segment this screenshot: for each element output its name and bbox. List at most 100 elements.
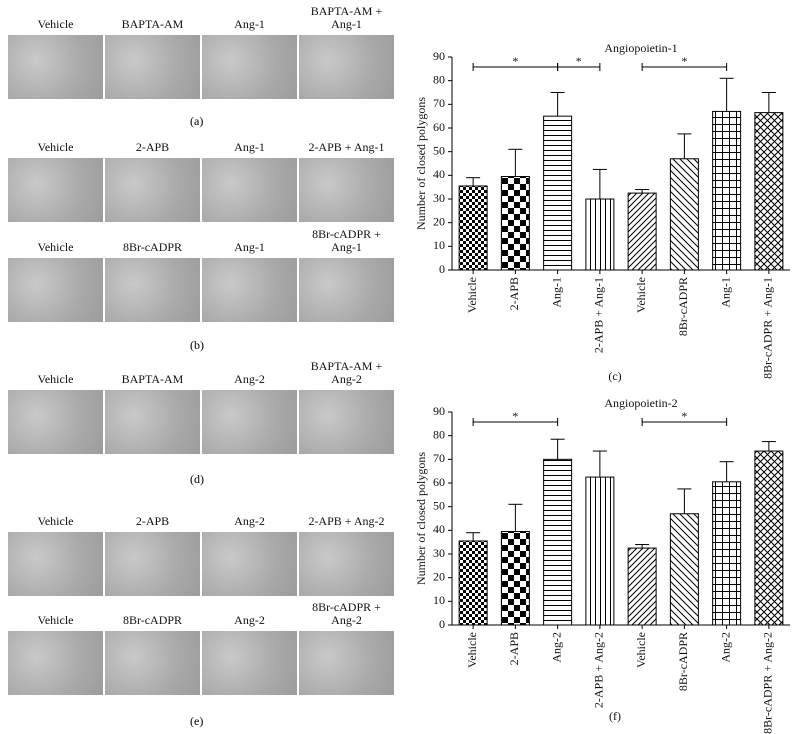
- condition-label: Vehicle: [37, 240, 74, 254]
- y-tick-label: 20: [433, 214, 445, 228]
- x-tick-label: 2-APB: [507, 632, 521, 665]
- y-tick-label: 0: [439, 617, 445, 631]
- condition-label: Vehicle: [37, 140, 74, 154]
- x-tick-label: 8Br-cADPR + Ang-1: [761, 277, 775, 379]
- micrograph: [8, 258, 103, 322]
- micrograph: [299, 258, 394, 322]
- micrograph: [8, 390, 103, 454]
- bar: [543, 115, 573, 271]
- bar: [585, 476, 615, 626]
- condition-label: BAPTA-AM + Ang-1: [310, 4, 383, 31]
- micrograph: [8, 631, 103, 695]
- x-tick-label: Vehicle: [634, 632, 648, 668]
- condition-label: BAPTA-AM: [121, 17, 184, 31]
- x-tick-label: 2-APB + Ang-1: [592, 277, 606, 353]
- y-tick-label: 30: [433, 191, 445, 205]
- micrograph: [202, 390, 297, 454]
- condition-label: Ang-1: [234, 240, 265, 254]
- y-axis-label: Number of closed polygons: [414, 97, 428, 230]
- y-tick-label: 80: [433, 72, 445, 86]
- x-tick-label: 8Br-cADPR: [676, 277, 690, 336]
- bar: [754, 112, 784, 271]
- condition-label: Vehicle: [37, 17, 74, 31]
- y-tick-label: 10: [433, 593, 445, 607]
- y-tick-label: 90: [433, 49, 445, 63]
- micrograph: [8, 158, 103, 222]
- panel-label: (f): [609, 709, 621, 723]
- condition-label: 8Br-cADPR: [122, 240, 183, 254]
- panel-label: (a): [190, 114, 204, 128]
- micrograph: [105, 158, 200, 222]
- significance-mark: *: [681, 54, 687, 68]
- y-tick-label: 90: [433, 404, 445, 418]
- x-tick-label: Ang-1: [549, 277, 563, 308]
- bar: [627, 192, 657, 271]
- x-tick-label: Ang-1: [718, 277, 732, 308]
- significance-mark: *: [576, 54, 582, 68]
- condition-label: Ang-1: [234, 17, 265, 31]
- bar: [458, 540, 488, 626]
- significance-mark: *: [512, 54, 518, 68]
- y-tick-label: 70: [433, 451, 445, 465]
- micrograph: [202, 158, 297, 222]
- bar: [585, 198, 615, 271]
- panel-label: (d): [190, 472, 204, 486]
- condition-label: Ang-2: [234, 613, 265, 627]
- micrograph: [105, 631, 200, 695]
- micrograph: [8, 35, 103, 99]
- micrograph: [8, 532, 103, 596]
- micrograph: [299, 390, 394, 454]
- condition-label: 2-APB: [135, 140, 170, 154]
- bar: [669, 158, 699, 271]
- condition-label: 2-APB + Ang-1: [308, 140, 385, 154]
- bar: [543, 458, 573, 626]
- micrograph: [299, 158, 394, 222]
- bar: [500, 531, 530, 626]
- y-axis-label: Number of closed polygons: [414, 452, 428, 585]
- condition-label: 8Br-cADPR: [122, 613, 183, 627]
- x-tick-label: Vehicle: [465, 632, 479, 668]
- y-tick-label: 70: [433, 96, 445, 110]
- x-tick-label: Vehicle: [634, 277, 648, 313]
- significance-mark: *: [681, 409, 687, 423]
- condition-label: Ang-1: [234, 140, 265, 154]
- bar: [500, 176, 530, 271]
- y-tick-label: 80: [433, 427, 445, 441]
- micrograph: [299, 631, 394, 695]
- y-tick-label: 60: [433, 475, 445, 489]
- x-tick-label: 2-APB + Ang-2: [592, 632, 606, 708]
- x-tick-label: 2-APB: [507, 277, 521, 310]
- condition-label: 2-APB: [135, 514, 170, 528]
- panel-label: (b): [190, 338, 204, 352]
- micrograph: [299, 532, 394, 596]
- x-tick-label: Vehicle: [465, 277, 479, 313]
- significance-bracket: [557, 63, 601, 71]
- significance-bracket: [641, 63, 728, 71]
- chart: Angiopoietin-2 Number of closed polygons 0…: [414, 396, 790, 734]
- significance-bracket: [641, 418, 728, 426]
- y-tick-label: 50: [433, 498, 445, 512]
- bar: [754, 450, 784, 626]
- panel-label: (e): [190, 714, 204, 728]
- bar: [627, 547, 657, 626]
- y-tick-label: 50: [433, 143, 445, 157]
- condition-label: 8Br-cADPR + Ang-2: [312, 600, 381, 627]
- y-tick-label: 20: [433, 569, 445, 583]
- chart-title: Angiopoietin-1: [604, 41, 677, 55]
- condition-label: Vehicle: [37, 514, 74, 528]
- y-tick-label: 0: [439, 262, 445, 276]
- micrograph: [202, 631, 297, 695]
- condition-label: 2-APB + Ang-2: [308, 514, 385, 528]
- micrograph: [202, 35, 297, 99]
- micrograph: [105, 258, 200, 322]
- micrograph: [105, 532, 200, 596]
- condition-label: BAPTA-AM: [121, 372, 184, 386]
- micrograph: [202, 258, 297, 322]
- bar: [458, 185, 488, 271]
- significance-bracket: [472, 418, 559, 426]
- x-tick-label: 8Br-cADPR + Ang-2: [761, 632, 775, 734]
- condition-label: Ang-2: [234, 372, 265, 386]
- micrograph: [299, 35, 394, 99]
- y-tick-label: 40: [433, 167, 445, 181]
